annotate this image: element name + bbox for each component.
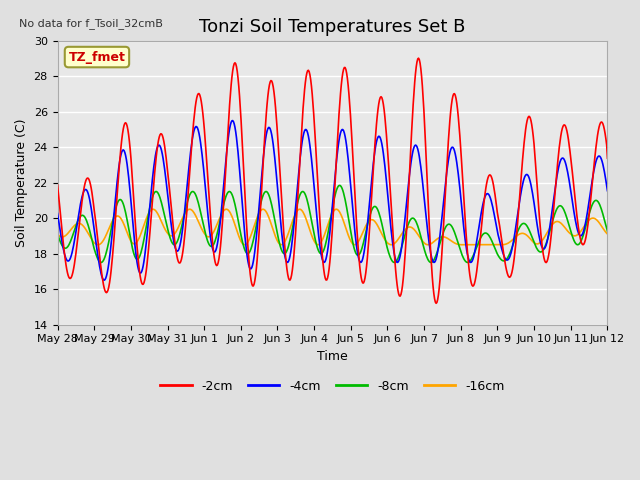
Text: No data for f_Tsoil_32cmB: No data for f_Tsoil_32cmB — [19, 18, 163, 29]
X-axis label: Time: Time — [317, 350, 348, 363]
Y-axis label: Soil Temperature (C): Soil Temperature (C) — [15, 119, 28, 247]
Text: TZ_fmet: TZ_fmet — [68, 50, 125, 63]
Title: Tonzi Soil Temperatures Set B: Tonzi Soil Temperatures Set B — [199, 18, 466, 36]
Legend: -2cm, -4cm, -8cm, -16cm: -2cm, -4cm, -8cm, -16cm — [156, 375, 509, 398]
